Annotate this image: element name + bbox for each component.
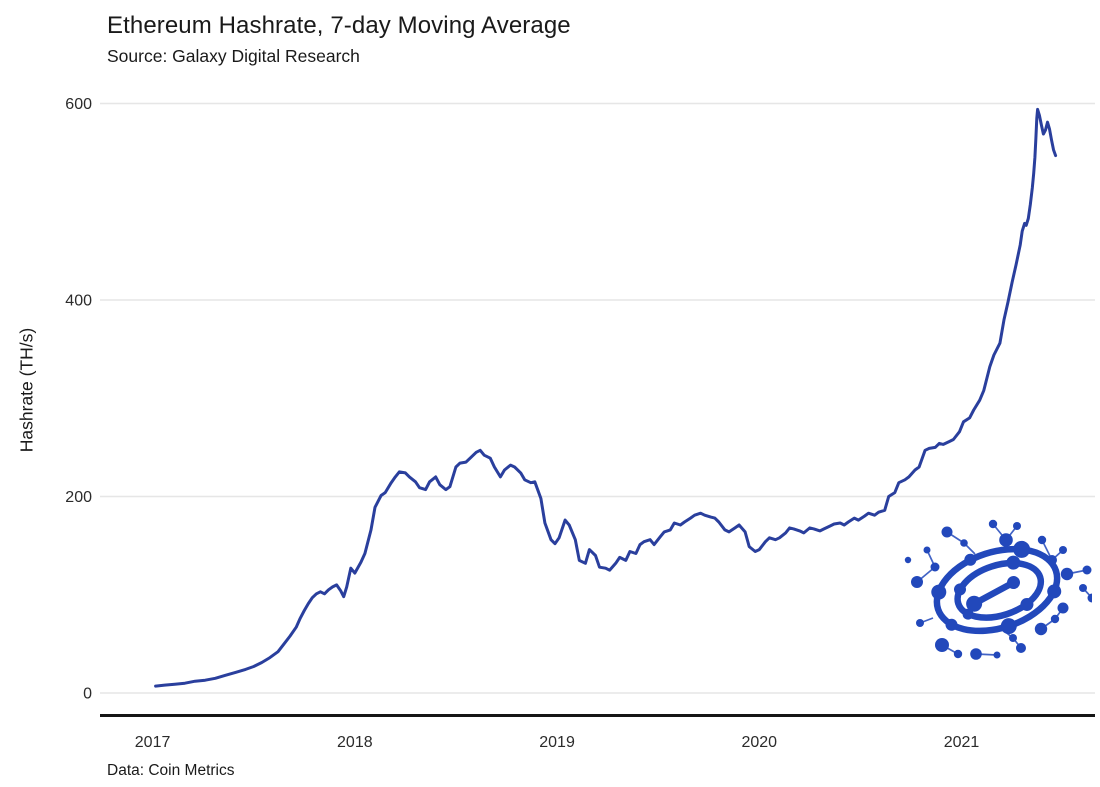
y-tick-label-400: 400 xyxy=(65,293,92,310)
y-tick-label-200: 200 xyxy=(65,489,92,506)
x-tick-label-2018: 2018 xyxy=(337,734,373,751)
x-tick-label-2019: 2019 xyxy=(539,734,575,751)
chart-header: Ethereum Hashrate, 7-day Moving Average … xyxy=(107,12,571,67)
logo-globe-icon xyxy=(904,519,1092,660)
data-credit: Data: Coin Metrics xyxy=(107,762,235,779)
logo-satellite-nodes xyxy=(904,519,1092,660)
hashrate-series-line xyxy=(154,107,1058,688)
y-tick-label-0: 0 xyxy=(83,686,92,703)
x-tick-label-2021: 2021 xyxy=(944,734,980,751)
y-tick-label-600: 600 xyxy=(65,96,92,113)
chart-title: Ethereum Hashrate, 7-day Moving Average xyxy=(107,12,571,39)
x-tick-label-2020: 2020 xyxy=(741,734,777,751)
x-tick-label-2017: 2017 xyxy=(135,734,171,751)
galaxy-digital-logo xyxy=(904,519,1092,660)
chart-subtitle: Source: Galaxy Digital Research xyxy=(107,46,360,66)
